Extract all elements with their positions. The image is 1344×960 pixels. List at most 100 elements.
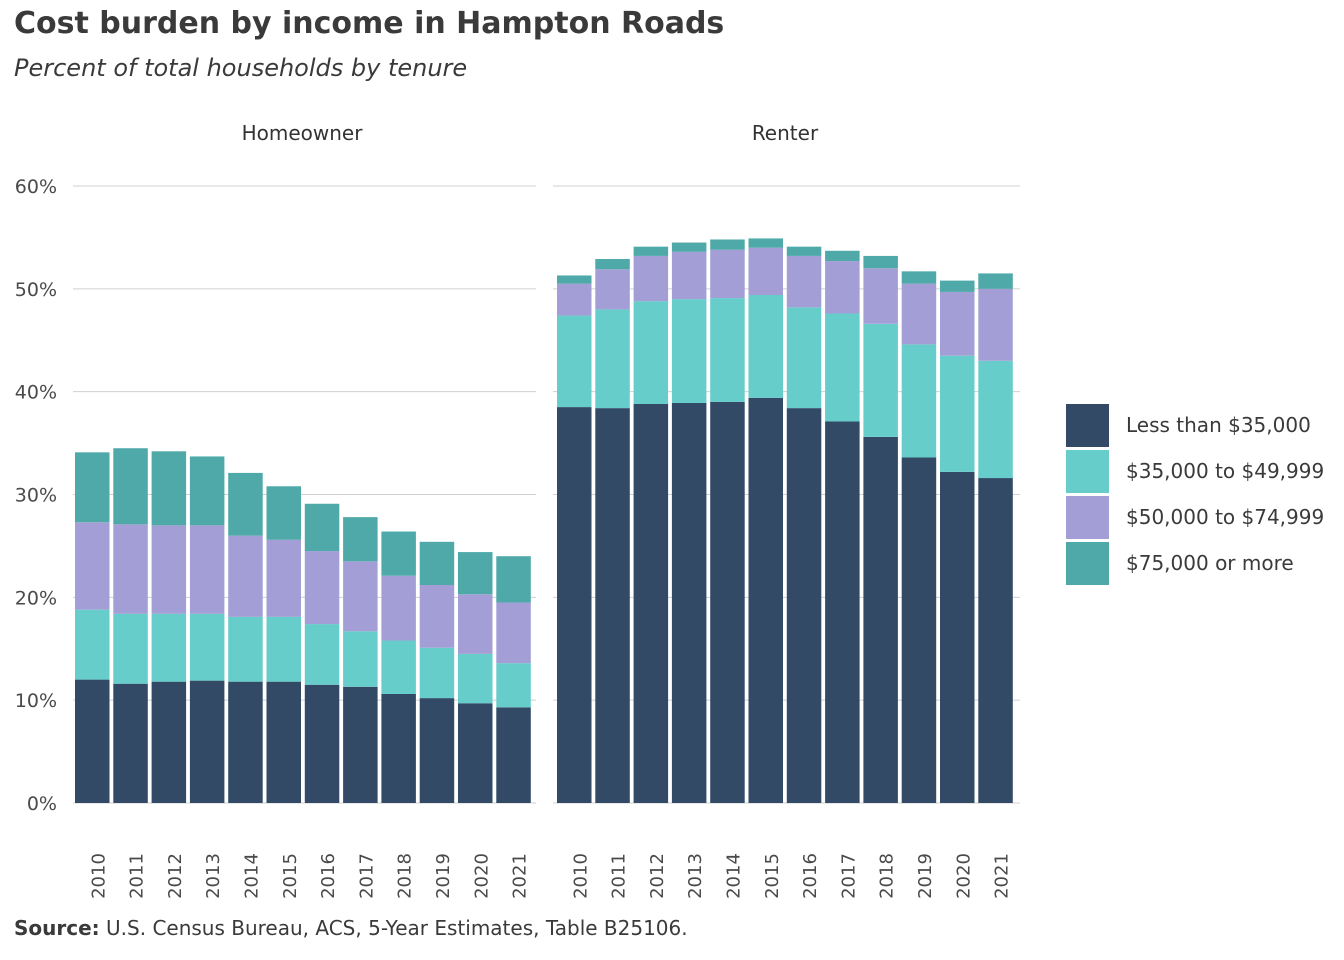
panel-title: Homeowner xyxy=(242,121,364,145)
bar-segment xyxy=(113,524,148,614)
legend-swatch xyxy=(1066,496,1109,539)
bar-segment xyxy=(748,247,783,296)
bar-segment xyxy=(748,238,783,248)
bar-segment xyxy=(633,301,669,405)
bar-segment xyxy=(901,344,937,458)
chart-subtitle: Percent of total households by tenure xyxy=(14,54,468,82)
bar-segment xyxy=(266,616,301,682)
bar-segment xyxy=(496,602,531,664)
bar-segment xyxy=(228,472,263,536)
bar-segment xyxy=(825,250,860,262)
x-tick-label: 2015 xyxy=(280,853,301,899)
bar-segment xyxy=(496,707,531,803)
bar-segment xyxy=(940,291,975,356)
bar-segment xyxy=(113,448,148,525)
bar-segment xyxy=(151,681,187,803)
bar-segment xyxy=(671,242,707,252)
bar-segment xyxy=(863,323,898,437)
bar-segment xyxy=(863,436,898,803)
bar-segment xyxy=(304,551,340,625)
x-tick-label: 2018 xyxy=(877,853,898,899)
bar-segment xyxy=(978,478,1013,803)
bar-segment xyxy=(863,268,898,324)
bar-segment xyxy=(748,295,783,398)
x-tick-label: 2011 xyxy=(127,853,148,899)
x-tick-label: 2017 xyxy=(838,853,859,899)
legend-swatch xyxy=(1066,450,1109,493)
bar-segment xyxy=(901,271,937,284)
bar-segment xyxy=(304,503,340,552)
bar-segment xyxy=(343,517,378,562)
legend-swatch xyxy=(1066,542,1109,585)
bar-segment xyxy=(863,255,898,269)
x-tick-label: 2015 xyxy=(762,853,783,899)
bar-segment xyxy=(595,259,630,270)
bar-segment xyxy=(419,584,455,648)
bar-segment xyxy=(228,681,263,803)
bar-segment xyxy=(189,680,225,803)
bar-segment xyxy=(825,421,860,803)
source-note: Source: U.S. Census Bureau, ACS, 5-Year … xyxy=(14,916,688,940)
bar-segment xyxy=(786,255,822,308)
legend-label: $50,000 to $74,999 xyxy=(1126,505,1325,529)
bar-segment xyxy=(557,315,592,408)
y-tick-label: 40% xyxy=(15,382,57,404)
bar-segment xyxy=(978,273,1013,289)
bar-segment xyxy=(419,647,455,699)
x-tick-label: 2010 xyxy=(88,853,109,899)
bar-segment xyxy=(75,609,110,680)
bar-segment xyxy=(381,693,416,803)
bar-segment xyxy=(419,541,455,585)
x-tick-label: 2012 xyxy=(165,853,186,899)
x-tick-label: 2019 xyxy=(433,853,454,899)
bar-segment xyxy=(786,307,822,409)
bar-segment xyxy=(266,486,301,540)
x-tick-label: 2017 xyxy=(356,853,377,899)
y-tick-label: 0% xyxy=(27,793,57,815)
x-tick-label: 2020 xyxy=(471,853,492,899)
x-tick-label: 2016 xyxy=(800,853,821,899)
bar-segment xyxy=(75,679,110,803)
legend-label: $35,000 to $49,999 xyxy=(1126,459,1325,483)
bar-segment xyxy=(940,471,975,803)
bar-segment xyxy=(189,613,225,681)
bar-segment xyxy=(458,594,493,654)
bar-segment xyxy=(978,288,1013,361)
x-tick-label: 2013 xyxy=(203,853,224,899)
source-label: Source: xyxy=(14,916,100,940)
bar-segment xyxy=(710,239,745,250)
bar-segment xyxy=(671,299,707,403)
legend-label: Less than $35,000 xyxy=(1126,413,1311,437)
bar-segment xyxy=(75,522,110,610)
bar-segment xyxy=(748,397,783,803)
bar-segment xyxy=(671,251,707,300)
bar-segment xyxy=(786,246,822,256)
bar-segment xyxy=(266,681,301,803)
x-tick-label: 2011 xyxy=(609,853,630,899)
bar-segment xyxy=(595,269,630,310)
bar-segment xyxy=(458,653,493,704)
bar-segment xyxy=(151,451,187,526)
x-tick-label: 2021 xyxy=(992,853,1013,899)
bar-segment xyxy=(228,535,263,617)
y-tick-label: 10% xyxy=(15,690,57,712)
bar-segment xyxy=(151,613,187,682)
bar-segment xyxy=(228,616,263,682)
x-tick-label: 2014 xyxy=(723,853,744,899)
bar-segment xyxy=(595,408,630,803)
bar-segment xyxy=(343,631,378,687)
bar-segment xyxy=(786,408,822,803)
x-tick-label: 2010 xyxy=(570,853,591,899)
bar-segment xyxy=(343,686,378,803)
bar-segment xyxy=(496,663,531,708)
bar-segment xyxy=(343,561,378,632)
bar-segment xyxy=(825,261,860,314)
bar-segment xyxy=(633,255,669,302)
bar-segment xyxy=(304,684,340,803)
bar-segment xyxy=(458,703,493,803)
bar-segment xyxy=(557,283,592,316)
bar-segment xyxy=(266,539,301,617)
bar-segment xyxy=(978,360,1013,479)
bar-segment xyxy=(901,283,937,345)
